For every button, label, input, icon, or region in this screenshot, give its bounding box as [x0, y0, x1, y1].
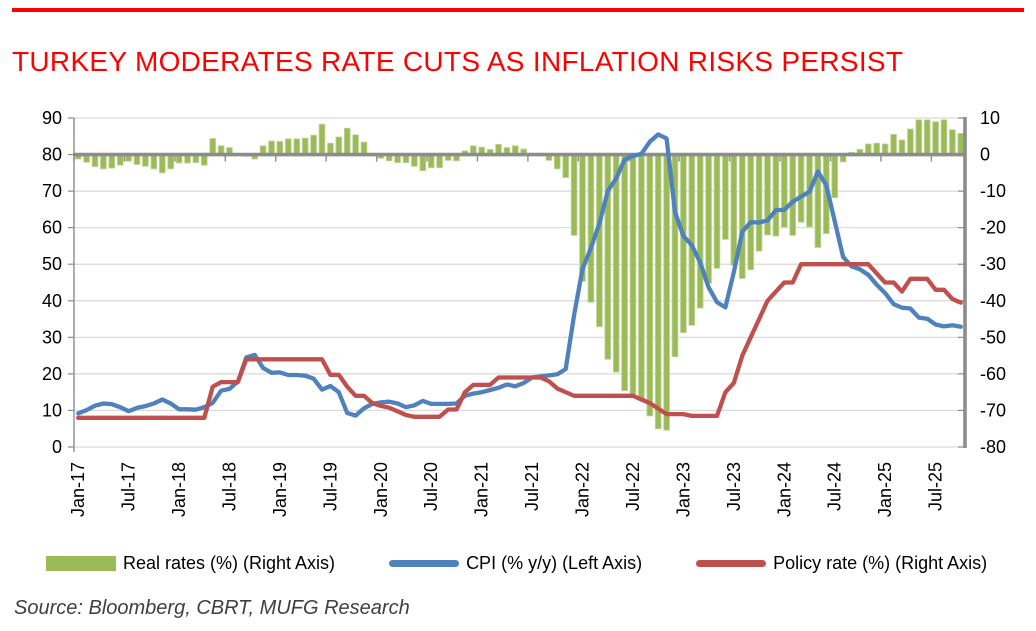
svg-text:Jan-18: Jan-18 [169, 462, 189, 517]
svg-text:Jul-25: Jul-25 [926, 462, 946, 511]
svg-text:-20: -20 [980, 218, 1006, 238]
svg-text:-30: -30 [980, 254, 1006, 274]
svg-text:Jan-17: Jan-17 [68, 462, 88, 517]
svg-text:0: 0 [52, 437, 62, 457]
svg-text:Jul-19: Jul-19 [320, 462, 340, 511]
svg-text:Jan-19: Jan-19 [270, 462, 290, 517]
svg-text:Jul-22: Jul-22 [623, 462, 643, 511]
svg-text:Jul-24: Jul-24 [825, 462, 845, 511]
real-rates-swatch-icon [46, 556, 116, 571]
cpi-line-swatch-icon [389, 560, 460, 567]
page-title: TURKEY MODERATES RATE CUTS AS INFLATION … [12, 46, 904, 77]
source-note: Source: Bloomberg, CBRT, MUFG Research [14, 597, 410, 619]
svg-text:20: 20 [42, 364, 62, 384]
x-axis-labels: Jan-17 Jul-17 Jan-18 Jul-18 Jan-19 Jul-19 Jan-… [68, 462, 945, 517]
svg-text:Jul-23: Jul-23 [724, 462, 744, 511]
svg-text:Jul-21: Jul-21 [522, 462, 542, 511]
top-rule [12, 8, 1024, 12]
svg-text:Jan-20: Jan-20 [371, 462, 391, 517]
line-cpi [76, 132, 963, 418]
bars-real-rates [74, 119, 965, 431]
svg-text:Jan-23: Jan-23 [673, 462, 693, 517]
svg-text:30: 30 [42, 327, 62, 347]
svg-text:90: 90 [42, 108, 62, 128]
svg-text:Jul-18: Jul-18 [220, 462, 240, 511]
legend-item-policy-rate: Policy rate (%) (Right Axis) [696, 553, 987, 574]
svg-text:Jan-24: Jan-24 [774, 462, 794, 517]
gridlines [74, 117, 965, 448]
line-policy [76, 262, 963, 420]
legend-label-policy-rate: Policy rate (%) (Right Axis) [773, 553, 988, 573]
svg-text:-60: -60 [980, 364, 1006, 384]
svg-text:10: 10 [42, 400, 62, 420]
legend-item-real-rates: Real rates (%) (Right Axis) [46, 553, 335, 574]
svg-text:Jul-20: Jul-20 [421, 462, 441, 511]
axes [73, 117, 967, 452]
svg-text:40: 40 [42, 291, 62, 311]
svg-text:-70: -70 [980, 400, 1006, 420]
svg-text:50: 50 [42, 254, 62, 274]
svg-text:Jan-22: Jan-22 [573, 462, 593, 517]
svg-text:0: 0 [980, 145, 990, 165]
axis-labels: 90 80 70 60 50 40 30 20 10 0 10 0 -10 -20 -30 -40 -50 -60… [42, 108, 1006, 457]
legend-item-cpi: CPI (% y/y) (Left Axis) [389, 553, 642, 574]
svg-text:Jan-25: Jan-25 [875, 462, 895, 517]
svg-text:Jan-21: Jan-21 [472, 462, 492, 517]
svg-text:10: 10 [980, 108, 1000, 128]
policy-rate-swatch-icon [696, 560, 767, 567]
svg-text:-10: -10 [980, 181, 1006, 201]
svg-text:70: 70 [42, 181, 62, 201]
svg-text:Jul-17: Jul-17 [119, 462, 139, 511]
svg-text:60: 60 [42, 218, 62, 238]
rates-chart: 90 80 70 60 50 40 30 20 10 0 10 0 -10 -20 -30 -40 -50 -60… [42, 108, 1006, 517]
legend-label-real-rates: Real rates (%) (Right Axis) [123, 553, 336, 573]
legend-label-cpi: CPI (% y/y) (Left Axis) [466, 553, 643, 573]
svg-text:-50: -50 [980, 327, 1006, 347]
svg-text:80: 80 [42, 145, 62, 165]
svg-text:-40: -40 [980, 291, 1006, 311]
svg-text:-80: -80 [980, 437, 1006, 457]
chart-legend: Real rates (%) (Right Axis) CPI (% y/y) … [46, 553, 987, 574]
